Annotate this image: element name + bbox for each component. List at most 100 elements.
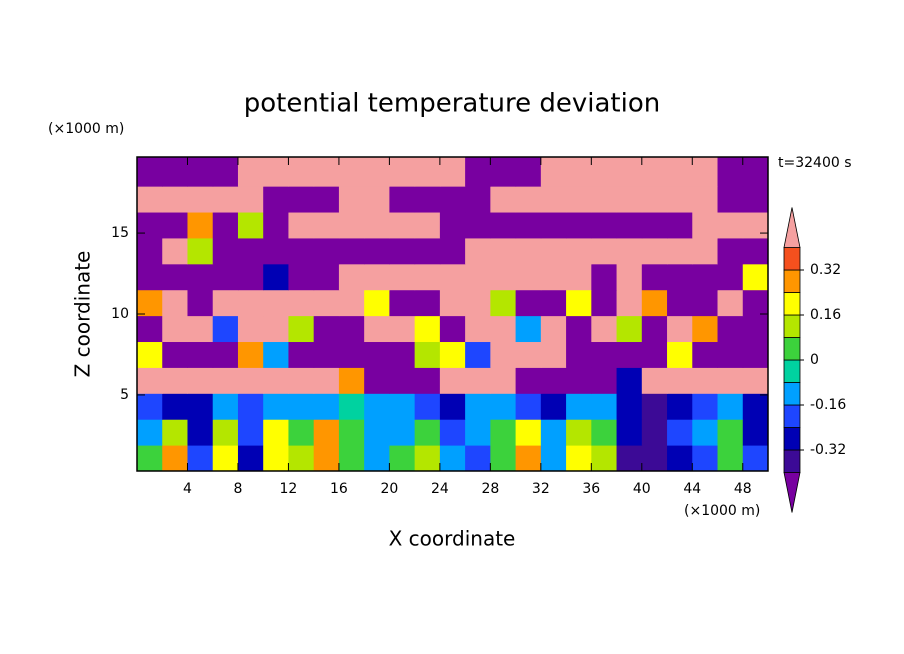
field-cell — [692, 212, 719, 239]
field-cell — [566, 186, 592, 213]
field-cell — [187, 419, 214, 446]
field-cell — [263, 445, 289, 471]
y-tick-label: 10 — [111, 306, 129, 322]
field-cell — [566, 445, 592, 471]
field-cell — [490, 315, 517, 343]
field-cell — [364, 237, 390, 265]
field-cell — [742, 212, 768, 239]
field-cell — [389, 315, 416, 343]
colorbar-box — [783, 292, 801, 316]
field-cell — [288, 393, 315, 420]
field-cell — [338, 186, 365, 213]
field-cell — [389, 289, 416, 317]
colorbar-over — [783, 207, 801, 248]
field-cell — [288, 263, 315, 291]
field-cell — [616, 445, 643, 471]
field-cell — [591, 445, 618, 471]
field-cell — [212, 237, 239, 265]
field-cell — [414, 419, 441, 446]
field-cell — [237, 157, 264, 187]
field-cell — [566, 419, 592, 446]
y-tick-label: 5 — [120, 387, 129, 403]
field-cell — [641, 157, 668, 187]
field-cell — [414, 289, 441, 317]
field-cell — [389, 237, 416, 265]
field-cell — [414, 393, 441, 420]
field-cell — [313, 289, 340, 317]
field-cell — [515, 393, 542, 420]
field-cell — [414, 157, 441, 187]
colorbar-box — [783, 449, 801, 473]
field-cell — [490, 263, 517, 291]
field-cell — [313, 393, 340, 420]
field-cell — [692, 419, 719, 446]
field-cell — [313, 315, 340, 343]
y-tick-label: 15 — [111, 225, 129, 241]
field-cell — [389, 212, 416, 239]
field-cell — [591, 367, 618, 394]
field-cell — [187, 393, 214, 420]
field-cell — [717, 393, 744, 420]
field-cell — [465, 367, 491, 394]
field-cell — [566, 263, 592, 291]
field-cell — [465, 341, 491, 368]
field-cell — [187, 157, 214, 187]
field-cell — [566, 367, 592, 394]
field-cell — [566, 315, 592, 343]
x-tick-label: 20 — [380, 481, 398, 497]
field-cell — [187, 289, 214, 317]
chart-title: potential temperature deviation — [244, 89, 660, 119]
field-cell — [414, 186, 441, 213]
field-cell — [641, 367, 668, 394]
field-cell — [237, 419, 264, 446]
field-cell — [313, 341, 340, 368]
field-cell — [338, 289, 365, 317]
field-cell — [338, 237, 365, 265]
field-cell — [742, 445, 768, 471]
field-cell — [742, 263, 768, 291]
field-cell — [616, 341, 643, 368]
field-cell — [439, 315, 466, 343]
field-cell — [212, 341, 239, 368]
field-cell — [288, 315, 315, 343]
field-cell — [717, 263, 744, 291]
field-cell — [465, 237, 491, 265]
field-cell — [692, 315, 719, 343]
field-cell — [237, 212, 264, 239]
field-cell — [162, 419, 188, 446]
field-cell — [237, 237, 264, 265]
field-cell — [616, 367, 643, 394]
field-cell — [364, 419, 390, 446]
colorbar-tick-label: 0.16 — [810, 307, 841, 323]
colorbar-box — [783, 427, 801, 451]
field-cell — [212, 263, 239, 291]
field-cell — [490, 445, 517, 471]
field-cell — [515, 263, 542, 291]
field-cell — [439, 445, 466, 471]
field-cell — [515, 419, 542, 446]
field-cell — [490, 367, 517, 394]
field-cell — [389, 419, 416, 446]
field-cell — [742, 237, 768, 265]
field-cell — [692, 157, 719, 187]
field-cell — [439, 237, 466, 265]
field-cell — [187, 212, 214, 239]
field-cell — [616, 212, 643, 239]
field-cell — [338, 419, 365, 446]
field-cell — [490, 157, 517, 187]
field-cell — [187, 445, 214, 471]
field-cell — [237, 315, 264, 343]
field-cell — [566, 212, 592, 239]
field-cell — [667, 212, 693, 239]
field-cell — [465, 315, 491, 343]
field-cell — [616, 237, 643, 265]
field-cell — [137, 419, 163, 446]
field-cell — [389, 157, 416, 187]
field-cell — [515, 367, 542, 394]
field-cell — [616, 289, 643, 317]
field-cell — [414, 315, 441, 343]
field-cell — [641, 419, 668, 446]
field-cell — [540, 289, 567, 317]
field-cell — [717, 186, 744, 213]
